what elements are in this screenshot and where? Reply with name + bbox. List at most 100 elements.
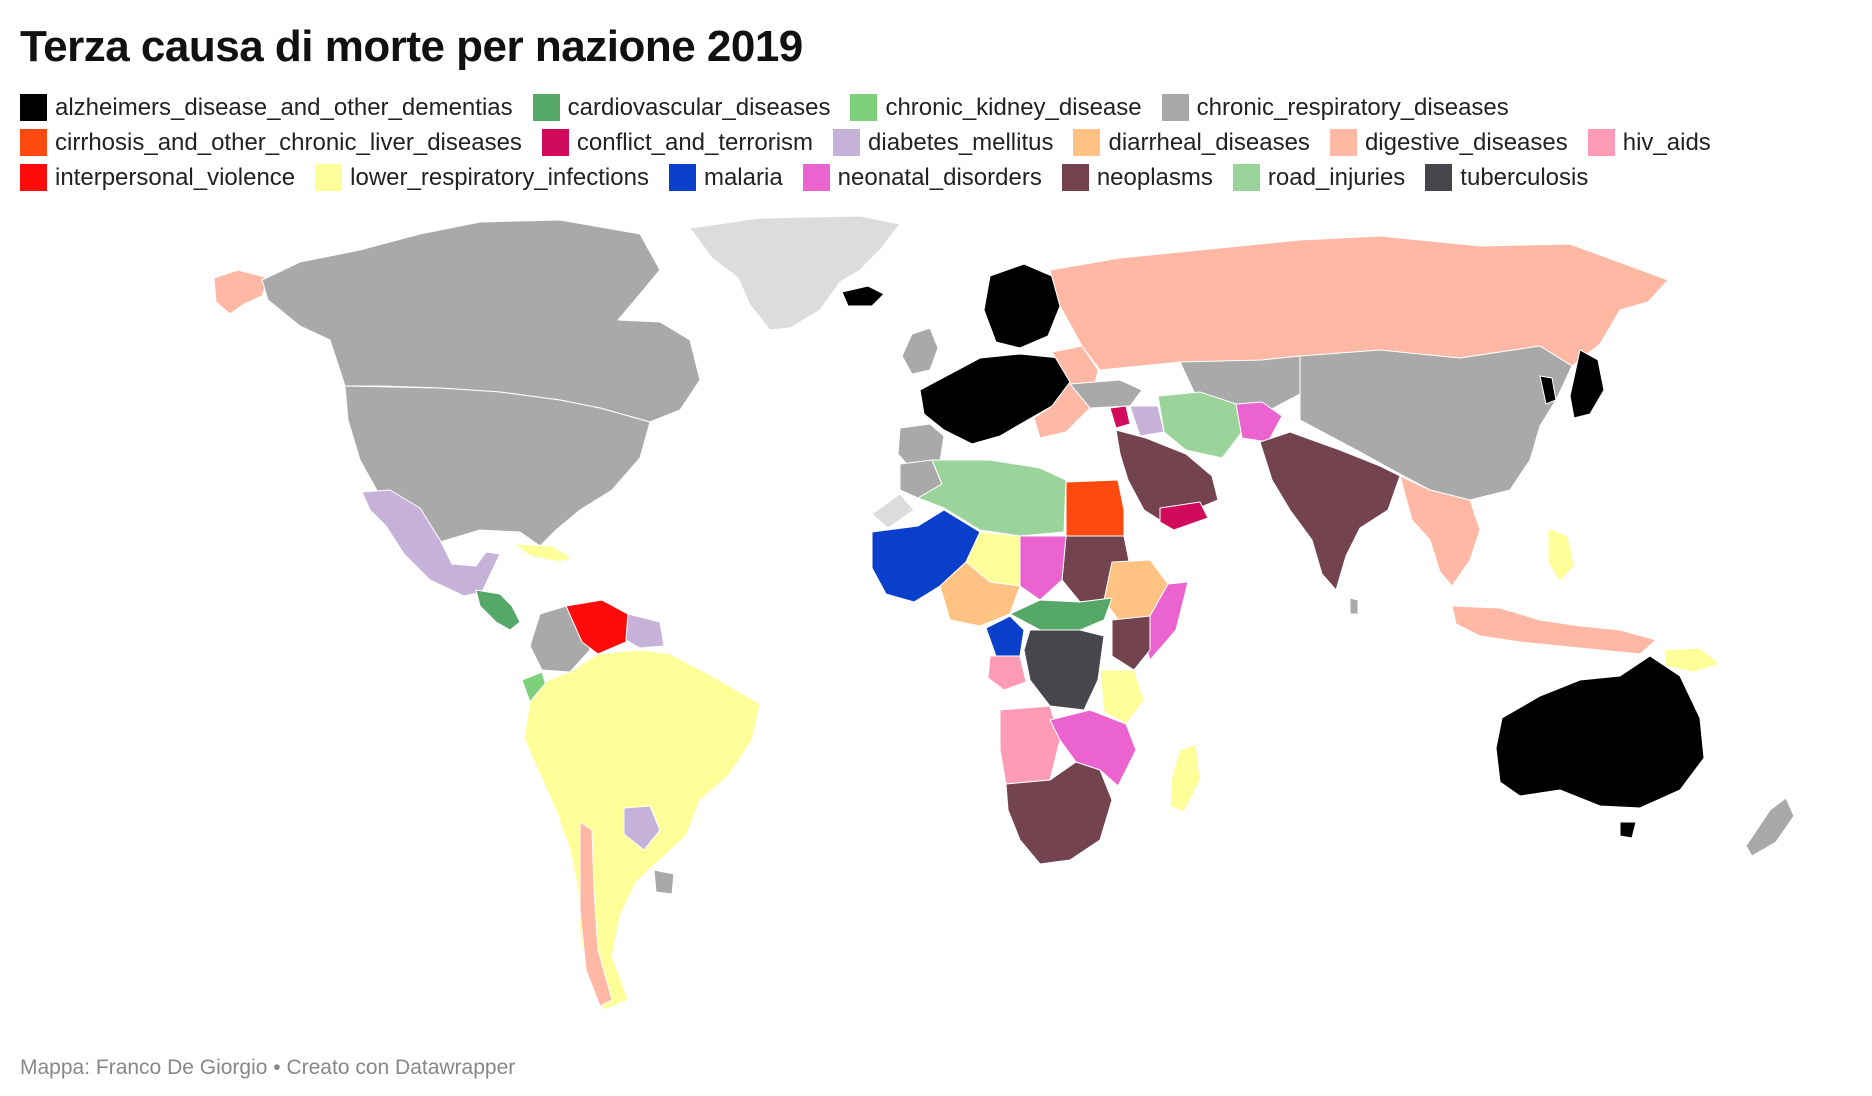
region-uruguay	[653, 869, 675, 895]
legend-swatch	[532, 94, 560, 121]
legend-label: chronic_kidney_disease	[885, 93, 1142, 121]
region-mexico	[361, 489, 501, 597]
region-iraq	[1129, 405, 1165, 437]
legend-swatch	[833, 129, 861, 156]
legend-item-diarrheal: diarrheal_diseases	[1073, 128, 1310, 157]
legend-swatch	[668, 164, 696, 191]
region-iran	[1157, 391, 1243, 459]
legend-label: neoplasms	[1096, 163, 1213, 191]
region-greenland	[689, 215, 901, 331]
region-chile	[579, 821, 613, 1007]
legend-item-lower-respiratory: lower_respiratory_infections	[315, 164, 649, 192]
legend-swatch	[1161, 94, 1189, 121]
legend-item-cirrhosis: cirrhosis_and_other_chronic_liver_diseas…	[20, 129, 522, 157]
region-caribbean	[513, 543, 573, 563]
world-map	[213, 215, 1795, 1011]
region-central-america	[475, 589, 521, 631]
region-turkey	[1069, 379, 1143, 409]
legend-swatch	[20, 164, 47, 191]
region-uk	[901, 327, 939, 375]
region-angola	[999, 705, 1061, 785]
legend-item-conflict: conflict_and_terrorism	[541, 128, 814, 157]
region-australia	[1495, 655, 1705, 809]
legend-row: alzheimers_disease_and_other_dementias c…	[20, 90, 1840, 125]
region-png	[1663, 647, 1721, 673]
region-japan	[1569, 349, 1605, 419]
legend-label: lower_respiratory_infections	[350, 163, 649, 191]
legend-label: alzheimers_disease_and_other_dementias	[55, 93, 513, 121]
legend-label: chronic_respiratory_diseases	[1196, 93, 1509, 121]
legend-label: conflict_and_terrorism	[576, 128, 814, 156]
region-central-belt	[1009, 597, 1113, 631]
legend-swatch	[315, 164, 343, 191]
legend-item-cardiovascular: cardiovascular_diseases	[532, 93, 831, 122]
legend-swatch	[850, 94, 878, 121]
legend-label: diarrheal_diseases	[1108, 128, 1310, 156]
legend-swatch	[1425, 164, 1453, 191]
region-china	[1299, 345, 1573, 501]
region-iceland	[841, 285, 885, 307]
legend-item-diabetes: diabetes_mellitus	[833, 129, 1053, 157]
region-gulf-guinea	[939, 561, 1021, 627]
legend-item-tuberculosis: tuberculosis	[1425, 164, 1588, 192]
region-afghanistan	[1235, 401, 1283, 443]
legend-swatch	[1073, 129, 1101, 156]
region-cameroon	[985, 615, 1025, 657]
region-alaska	[213, 269, 269, 315]
legend-item-chronic-respiratory: chronic_respiratory_diseases	[1161, 93, 1509, 122]
region-southern-africa	[1005, 761, 1113, 865]
legend-item-neonatal: neonatal_disorders	[802, 163, 1042, 192]
legend-item-chronic-kidney: chronic_kidney_disease	[850, 93, 1142, 122]
region-russia	[1049, 235, 1669, 371]
legend-label: digestive_diseases	[1364, 128, 1568, 156]
legend-swatch	[1329, 129, 1357, 156]
region-indonesia	[1451, 605, 1657, 655]
region-tanzania	[1099, 669, 1145, 725]
legend-item-interpersonal-violence: interpersonal_violence	[20, 164, 295, 192]
region-paraguay	[623, 805, 661, 851]
legend-label: tuberculosis	[1460, 163, 1589, 191]
legend-label: neonatal_disorders	[837, 163, 1042, 191]
legend-item-road-injuries: road_injuries	[1232, 163, 1406, 192]
map-title: Terza causa di morte per nazione 2019	[20, 22, 803, 71]
legend-label: cirrhosis_and_other_chronic_liver_diseas…	[55, 128, 522, 156]
region-new-zealand	[1745, 797, 1795, 857]
legend-label: interpersonal_violence	[55, 163, 296, 191]
region-western-sahara	[871, 493, 915, 529]
region-se-asia	[1399, 475, 1481, 587]
map-credit: Mappa: Franco De Giorgio • Creato con Da…	[20, 1056, 516, 1079]
legend-label: road_injuries	[1267, 163, 1406, 191]
legend-swatch	[1587, 129, 1615, 156]
region-zambia-moz	[1049, 709, 1137, 787]
legend-swatch	[1061, 164, 1089, 191]
legend-swatch	[1232, 164, 1260, 191]
legend: alzheimers_disease_and_other_dementias c…	[20, 90, 1840, 195]
region-madagascar	[1169, 743, 1201, 813]
legend-item-hiv: hiv_aids	[1587, 128, 1711, 157]
legend-swatch	[20, 94, 47, 121]
region-korea	[1539, 375, 1557, 405]
legend-item-malaria: malaria	[668, 163, 783, 192]
legend-row: cirrhosis_and_other_chronic_liver_diseas…	[20, 125, 1840, 160]
legend-swatch	[20, 129, 47, 156]
legend-swatch	[541, 129, 569, 156]
region-levant	[1109, 405, 1131, 429]
region-drc	[1023, 629, 1105, 711]
region-guianas	[625, 613, 665, 649]
legend-item-alzheimers: alzheimers_disease_and_other_dementias	[20, 94, 513, 122]
region-yemen	[1159, 501, 1209, 531]
region-east-africa	[1111, 615, 1151, 671]
legend-label: hiv_aids	[1622, 128, 1711, 156]
legend-label: cardiovascular_diseases	[567, 93, 831, 121]
region-chad-east	[1019, 535, 1067, 601]
region-tasmania	[1619, 821, 1637, 839]
region-egypt	[1065, 479, 1125, 537]
region-east-europe	[1033, 345, 1099, 439]
legend-item-neoplasms: neoplasms	[1061, 163, 1213, 192]
legend-label: malaria	[703, 163, 783, 191]
legend-row: interpersonal_violence lower_respiratory…	[20, 160, 1840, 195]
region-sri-lanka	[1349, 597, 1359, 615]
region-gabon	[987, 655, 1027, 691]
legend-label: diabetes_mellitus	[868, 128, 1054, 156]
legend-item-digestive: digestive_diseases	[1329, 128, 1568, 157]
